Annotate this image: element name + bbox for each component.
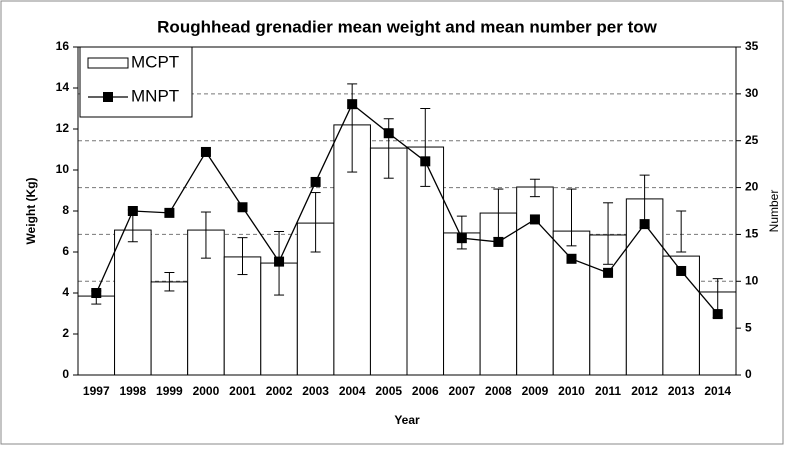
y-tick-label: 6	[62, 244, 69, 258]
y2-tick-label: 35	[745, 39, 759, 53]
point	[127, 206, 138, 216]
x-tick-label: 2007	[448, 384, 475, 398]
point	[566, 253, 577, 264]
point	[420, 156, 431, 167]
x-tick-label: 2011	[595, 384, 621, 398]
x-tick-label: 2009	[522, 384, 549, 398]
x-tick-label: 2013	[668, 384, 695, 398]
point	[237, 202, 248, 213]
point	[164, 207, 175, 218]
error-bar	[310, 192, 321, 253]
error-bar	[237, 237, 248, 276]
bar	[150, 281, 189, 376]
x-tick-label: 1997	[83, 384, 110, 398]
error-bar	[456, 215, 467, 250]
bar	[77, 295, 116, 376]
x-tick-label: 1998	[119, 384, 146, 398]
x-tick-label: 2014	[704, 384, 731, 398]
x-tick-label: 2005	[375, 384, 402, 398]
y-tick-label: 14	[56, 80, 70, 94]
error-bar	[529, 178, 540, 198]
y2-axis-label: Number	[767, 190, 781, 233]
y-axis-label: Weight (Kg)	[24, 177, 38, 244]
y2-tick-label: 0	[745, 367, 752, 381]
x-tick-label: 2002	[266, 384, 293, 398]
legend-swatch	[87, 57, 129, 69]
x-tick-label: 2012	[631, 384, 658, 398]
point	[603, 267, 614, 278]
chart-title: Roughhead grenadier mean weight and mean…	[157, 17, 657, 36]
y2-tick-label: 15	[745, 227, 759, 241]
y-tick-label: 16	[56, 39, 70, 53]
error-bar	[347, 83, 358, 173]
bar	[552, 230, 591, 376]
point	[383, 128, 394, 139]
x-tick-label: 2000	[193, 384, 220, 398]
y2-tick-label: 25	[745, 133, 759, 147]
x-axis-label: Year	[394, 413, 420, 427]
y-tick-label: 8	[62, 203, 69, 217]
point	[456, 233, 467, 244]
point	[200, 146, 211, 157]
legend-label: MCPT	[131, 52, 179, 71]
bar	[443, 232, 481, 376]
x-tick-label: 2006	[412, 384, 439, 398]
x-tick-label: 2010	[558, 384, 585, 398]
error-bar	[603, 202, 614, 265]
line	[95, 103, 719, 315]
y2-tick-label: 30	[745, 86, 759, 100]
y2-tick-label: 10	[745, 273, 759, 287]
x-tick-label: 2001	[229, 384, 256, 398]
point	[676, 265, 687, 276]
y-tick-label: 4	[62, 285, 69, 299]
y-tick-label: 2	[62, 326, 69, 340]
x-tick-label: 2004	[339, 384, 366, 398]
plot-frame	[77, 46, 737, 376]
y-tick-label: 10	[56, 162, 70, 176]
point	[91, 288, 102, 298]
point	[529, 214, 540, 225]
y2-tick-label: 5	[745, 320, 752, 334]
y-tick-label: 12	[56, 121, 70, 135]
x-tick-label: 1999	[156, 384, 183, 398]
y2-tick-label: 20	[745, 180, 759, 194]
error-bar	[164, 272, 175, 292]
point	[712, 309, 723, 320]
point	[310, 176, 321, 187]
bar	[369, 147, 408, 376]
point	[347, 99, 358, 110]
point	[639, 219, 650, 230]
x-tick-label: 2003	[302, 384, 329, 398]
legend-swatch	[103, 92, 113, 102]
error-bar	[420, 108, 431, 187]
y-tick-label: 0	[62, 367, 69, 381]
legend-label: MNPT	[131, 86, 179, 105]
x-tick-label: 2008	[485, 384, 512, 398]
point	[493, 236, 504, 247]
bar	[114, 229, 152, 376]
error-bar	[676, 210, 687, 253]
error-bar	[200, 211, 211, 259]
point	[274, 256, 285, 267]
legend	[79, 46, 193, 118]
bar	[223, 256, 262, 376]
error-bar	[566, 188, 577, 247]
